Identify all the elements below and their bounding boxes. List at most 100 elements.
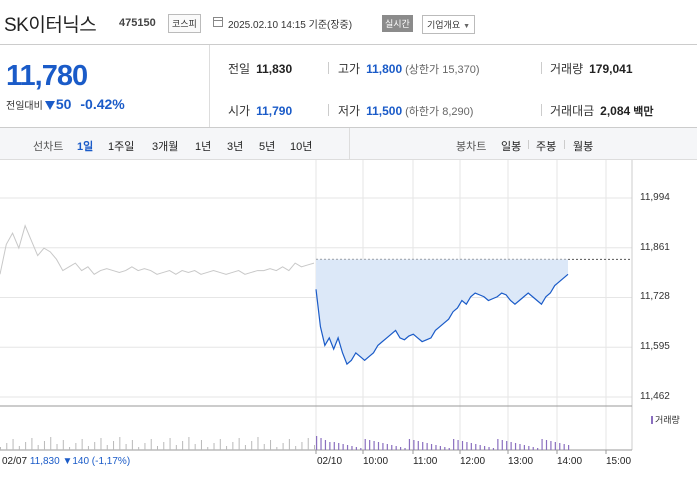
- volume-bar: [400, 447, 402, 450]
- x-tick-label: 10:00: [363, 456, 389, 467]
- volume-bar: [329, 442, 331, 450]
- volume-legend: 거래량: [651, 413, 680, 426]
- volume-bar: [263, 444, 265, 450]
- price-summary: 11,780 전일대비 50 -0.42% 전일 11,830 고가 11,800 (상한…: [0, 44, 697, 128]
- candle-chart-label: 봉차트: [456, 141, 487, 153]
- chevron-down-icon: ▼: [463, 23, 471, 30]
- stat-high: 고가 11,800 (상한가 15,370): [338, 62, 480, 76]
- volume-bar: [448, 448, 450, 450]
- volume-bar: [568, 445, 570, 450]
- timestamp: 2025.02.10 14:15 기준(장중): [228, 20, 353, 31]
- x-tick-label: 13:00: [508, 456, 534, 467]
- volume-bar: [501, 440, 503, 450]
- tab-1week[interactable]: 1주일: [108, 141, 135, 153]
- volume-bar: [182, 441, 184, 450]
- volume-bar: [554, 442, 556, 450]
- tab-5year[interactable]: 5년: [259, 141, 276, 153]
- tab-1year[interactable]: 1년: [195, 141, 212, 153]
- tab-monthly-candle[interactable]: 월봉: [573, 141, 594, 153]
- volume-bar: [444, 447, 446, 450]
- volume-bar: [333, 442, 335, 450]
- volume-bar: [479, 445, 481, 450]
- realtime-badge[interactable]: 실시간: [382, 15, 413, 32]
- volume-bar: [453, 439, 455, 450]
- volume-bar: [31, 438, 33, 450]
- volume-bar: [56, 444, 58, 450]
- today-price-line: [315, 273, 569, 366]
- volume-bar: [417, 441, 419, 450]
- volume-bar: [200, 440, 202, 450]
- price-chart[interactable]: 11,994 11,861 11,728 11,595 11,462 거래량 0…: [0, 160, 697, 491]
- volume-bar: [251, 441, 253, 450]
- x-tick-label: 11:00: [413, 456, 438, 467]
- volume-bar: [276, 447, 278, 450]
- volume-bar: [75, 443, 77, 450]
- volume-bar: [497, 439, 499, 450]
- volume-bar: [188, 437, 190, 450]
- y-tick-label: 11,728: [640, 291, 670, 302]
- volume-bar: [270, 440, 272, 450]
- volume-bar: [537, 448, 539, 450]
- tab-10year[interactable]: 10년: [290, 141, 313, 153]
- volume-bar: [62, 440, 64, 450]
- volume-bar: [144, 443, 146, 450]
- volume-bar: [288, 439, 290, 450]
- volume-bar: [25, 442, 27, 450]
- tab-1day[interactable]: 1일: [77, 141, 94, 153]
- tab-3month[interactable]: 3개월: [152, 141, 179, 153]
- stat-open: 시가 11,790: [228, 104, 293, 118]
- tab-weekly-candle[interactable]: 주봉: [536, 141, 557, 153]
- volume-bar: [382, 443, 384, 450]
- volume-bar: [50, 437, 52, 450]
- volume-bar: [430, 444, 433, 450]
- volume-bar: [342, 444, 344, 450]
- volume-bar: [360, 448, 362, 450]
- stat-amount: 거래대금 2,084 백만: [550, 104, 654, 118]
- stock-name: SK이터닉스: [4, 15, 97, 36]
- volume-bar: [207, 447, 209, 450]
- x-tick-label: 15:00: [606, 456, 632, 467]
- volume-bar: [0, 447, 1, 450]
- volume-bar: [94, 442, 96, 450]
- volume-bar: [563, 444, 565, 450]
- tab-3year[interactable]: 3년: [227, 141, 244, 153]
- volume-bar: [219, 439, 221, 450]
- volume-bar: [175, 445, 177, 450]
- volume-bar: [550, 441, 552, 450]
- volume-bar: [69, 447, 71, 450]
- volume-bar: [391, 445, 393, 450]
- volume-bar: [320, 438, 322, 450]
- volume-bar: [169, 438, 171, 450]
- volume-bar: [125, 444, 127, 450]
- chart-tabs: 선차트 1일 1주일 3개월 1년 3년 5년 10년 봉차트 일봉 주봉 월봉: [0, 128, 697, 160]
- y-tick-label: 11,462: [640, 391, 670, 402]
- volume-bar: [257, 437, 259, 450]
- volume-bar: [119, 437, 121, 450]
- calendar-icon: [213, 17, 223, 27]
- volume-bar: [12, 439, 14, 450]
- volume-bar: [307, 438, 309, 450]
- volume-bar: [466, 442, 468, 450]
- volume-bar: [324, 440, 327, 450]
- volume-bar: [514, 443, 517, 450]
- volume-bar: [386, 444, 388, 450]
- volume-bar: [528, 446, 530, 450]
- tab-daily-candle[interactable]: 일봉: [501, 141, 522, 153]
- line-chart-label: 선차트: [33, 141, 64, 153]
- x-tick-label: 02/10: [317, 456, 343, 467]
- x-tick-label: 12:00: [460, 456, 486, 467]
- volume-bar: [364, 439, 366, 450]
- volume-bar: [457, 440, 459, 450]
- volume-bar: [87, 446, 89, 450]
- x-tick-label: 14:00: [557, 456, 583, 467]
- volume-bar: [226, 446, 228, 450]
- stock-code: 475150: [119, 17, 156, 29]
- volume-bar: [408, 439, 411, 450]
- price-change: 전일대비 50 -0.42%: [6, 96, 125, 112]
- current-price: 11,780: [6, 60, 88, 92]
- volume-bar: [559, 443, 561, 450]
- volume-bar: [314, 445, 315, 450]
- company-info-button[interactable]: 기업개요 ▼: [422, 15, 476, 34]
- y-tick-label: 11,861: [640, 242, 670, 253]
- volume-bar: [138, 447, 140, 450]
